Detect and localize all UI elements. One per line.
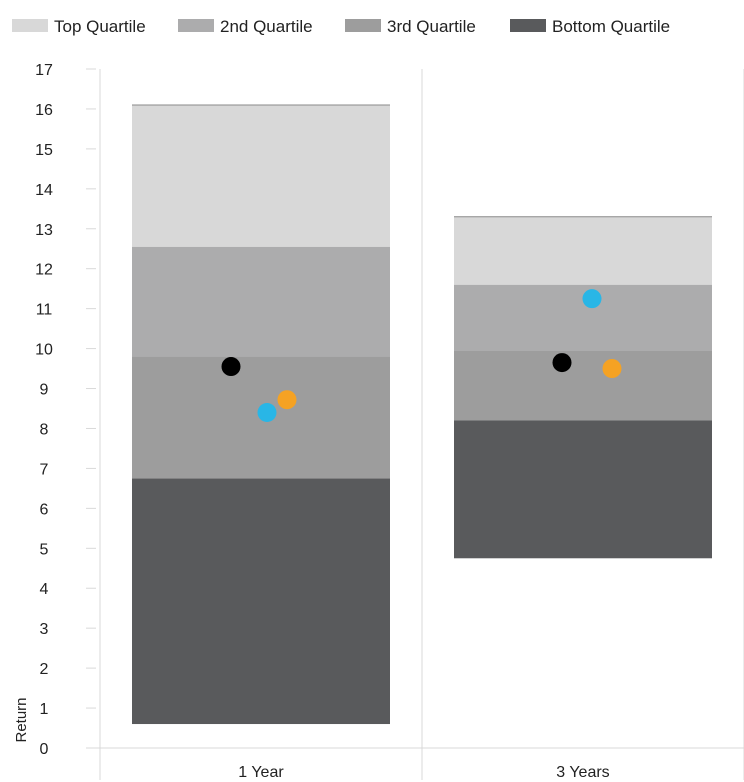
legend: Top Quartile 2nd Quartile 3rd Quartile Bott… <box>12 17 670 36</box>
legend-swatch <box>12 19 48 32</box>
y-tick-label: 0 <box>40 741 49 758</box>
y-tick-label: 7 <box>40 461 49 478</box>
y-tick-label: 8 <box>40 421 49 438</box>
y-tick-label: 1 <box>40 701 49 718</box>
y-tick-label: 6 <box>40 501 49 518</box>
y-tick-label: 11 <box>36 302 53 319</box>
bar-segment <box>132 478 390 725</box>
legend-label: 3rd Quartile <box>387 17 476 36</box>
data-point <box>277 390 297 410</box>
bar-segment <box>454 350 712 421</box>
bar-segment <box>132 246 390 357</box>
y-tick-label: 14 <box>35 182 53 199</box>
bar-segment <box>454 216 712 285</box>
y-tick-label: 15 <box>35 142 53 159</box>
y-tick-label: 9 <box>40 382 49 399</box>
legend-label: Bottom Quartile <box>552 17 670 36</box>
data-point <box>257 402 277 422</box>
y-tick-label: 10 <box>35 342 53 359</box>
y-tick-label: 17 <box>35 62 53 79</box>
data-point <box>602 359 622 379</box>
data-point <box>582 289 602 309</box>
legend-swatch <box>345 19 381 32</box>
x-axis-ticks: 1 Year 3 Years <box>238 764 609 781</box>
y-tick-label: 16 <box>35 102 53 119</box>
bar-segment <box>132 104 390 247</box>
y-tick-label: 13 <box>35 222 53 239</box>
y-tick-label: 3 <box>40 621 49 638</box>
x-tick-label: 1 Year <box>238 764 284 781</box>
y-tick-label: 5 <box>40 541 49 558</box>
data-point <box>221 357 241 377</box>
y-axis-title: Return <box>13 697 30 742</box>
bar-segment <box>454 284 712 351</box>
legend-label: 2nd Quartile <box>220 17 313 36</box>
legend-label: Top Quartile <box>54 17 146 36</box>
data-point <box>552 353 572 373</box>
bars <box>132 104 712 725</box>
y-tick-label: 4 <box>40 581 49 598</box>
bar-segment <box>454 420 712 559</box>
x-tick-label: 3 Years <box>556 764 609 781</box>
markers <box>221 289 622 422</box>
y-tick-label: 12 <box>35 262 53 279</box>
grid-lines <box>86 69 744 780</box>
y-tick-label: 2 <box>40 661 49 678</box>
legend-swatch <box>510 19 546 32</box>
legend-swatch <box>178 19 214 32</box>
